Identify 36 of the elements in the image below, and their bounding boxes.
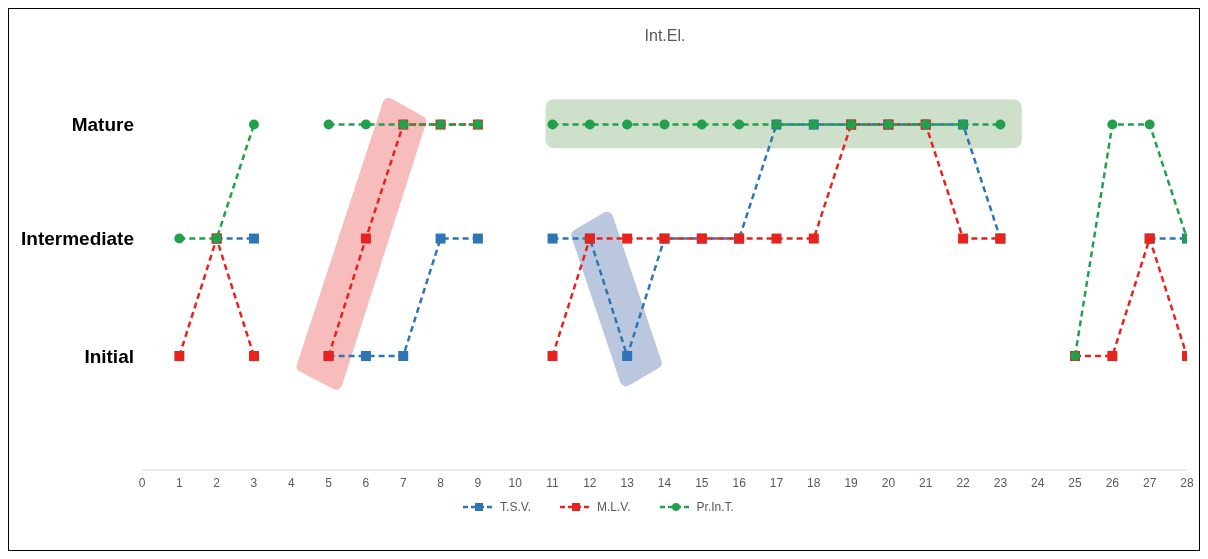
x-tick-label: 0 [138,475,146,490]
x-tick-label: 4 [287,475,295,490]
text: Initial [84,345,134,367]
x-tick-label: 16 [732,475,747,490]
x-tick-label: 28 [1180,475,1194,490]
x-tick-label: 23 [993,475,1008,490]
legend-label: T.S.V. [500,500,531,514]
x-tick-label: 6 [362,475,370,490]
text: Intermediate [21,228,134,250]
legend-label: Pr.In.T. [696,500,734,514]
x-tick-label: 1 [175,475,183,490]
x-tick-label: 22 [956,475,971,490]
x-tick-label: 10 [508,475,523,490]
x-tick-label: 18 [807,475,821,490]
chart-title: Int.El. [643,27,687,45]
x-tick-label: 11 [546,475,560,490]
x-tick-label: 13 [620,475,635,490]
x-tick-label: 7 [399,475,407,490]
x-tick-label: 17 [769,475,784,490]
text: Mature [71,114,134,136]
x-tick-label: 24 [1031,475,1045,490]
x-tick-label: 25 [1068,475,1083,490]
x-tick-label: 8 [437,475,445,490]
x-tick-label: 5 [325,475,333,490]
legend-label: M.L.V. [596,500,631,514]
x-tick-label: 14 [657,475,672,490]
x-tick-label: 20 [881,475,896,490]
x-tick-label: 12 [583,475,597,490]
x-tick-label: 21 [919,475,933,490]
x-tick-label: 9 [474,475,482,490]
x-tick-label: 2 [213,475,221,490]
x-tick-label: 15 [695,475,709,490]
x-tick-label: 26 [1105,475,1120,490]
x-tick-label: 19 [844,475,859,490]
x-tick-label: 27 [1143,475,1157,490]
x-tick-label: 3 [250,475,258,490]
